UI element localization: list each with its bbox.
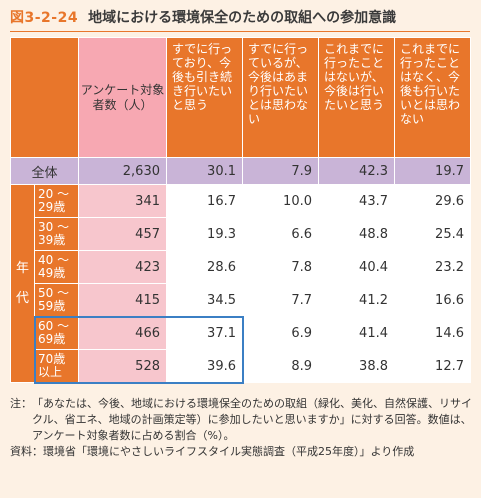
total-value: 19.7 <box>394 157 471 185</box>
figure-number: 図3-2-24 <box>10 10 79 26</box>
total-row: 全体 2,630 30.1 7.9 42.3 19.7 <box>10 157 471 185</box>
total-count: 2,630 <box>78 157 167 185</box>
table-cell: 16.7 <box>166 184 243 218</box>
source-text: 環境省「環境にやさしいライフスタイル実態調査（平成25年度）」より作成 <box>43 445 415 458</box>
table-cell: 6.9 <box>242 316 319 350</box>
table-cell: 48.8 <box>318 217 395 251</box>
table-cell: 25.4 <box>394 217 471 251</box>
table-cell: 19.3 <box>166 217 243 251</box>
table-cell: 41.2 <box>318 283 395 317</box>
respondent-count: 415 <box>78 283 167 317</box>
table-cell: 43.7 <box>318 184 395 218</box>
column-header-3: これまでに行ったことはないが、今後は行いたいと思う <box>318 37 395 158</box>
table-row: 50 ～ 59歳 415 34.5 7.7 41.2 16.6 <box>11 283 471 317</box>
age-label: 50 ～ 59歳 <box>34 283 79 317</box>
table-cell: 16.6 <box>394 283 471 317</box>
respondent-count: 341 <box>78 184 167 218</box>
note-text: 「あなたは、今後、地域における環境保全のための取組（緑化、美化、自然保護、リサイ… <box>32 397 472 442</box>
table-cell: 12.7 <box>394 349 471 383</box>
source: 資料： 環境省「環境にやさしいライフスタイル実態調査（平成25年度）」より作成 <box>10 444 472 460</box>
header-row: アンケート対象者数（人） すでに行っており、今後も引き続き行いたいと思う すでに… <box>10 37 471 158</box>
table-cell: 23.2 <box>394 250 471 284</box>
table-cell: 14.6 <box>394 316 471 350</box>
respondent-count: 423 <box>78 250 167 284</box>
table-row: 年 代 20 ～ 29歳 341 16.7 10.0 43.7 29.6 <box>10 184 471 383</box>
figure-title-bar: 図3-2-24 地域における環境保全のための取組への参加意識 <box>10 6 396 28</box>
age-label: 60 ～ 69歳 <box>34 316 79 350</box>
table-cell: 29.6 <box>394 184 471 218</box>
table-cell: 40.4 <box>318 250 395 284</box>
table-cell: 38.8 <box>318 349 395 383</box>
total-label: 全体 <box>10 157 79 185</box>
total-value: 30.1 <box>166 157 243 185</box>
title-rule <box>10 31 470 32</box>
count-header: アンケート対象者数（人） <box>78 37 167 158</box>
age-label: 20 ～ 29歳 <box>34 184 79 218</box>
note-head: 注： <box>10 397 32 410</box>
side-label-char: 年 <box>15 260 29 276</box>
table-cell: 10.0 <box>242 184 319 218</box>
table-cell: 39.6 <box>166 349 243 383</box>
total-value: 42.3 <box>318 157 395 185</box>
table-row: 40 ～ 49歳 423 28.6 7.8 40.4 23.2 <box>11 250 471 284</box>
survey-table: アンケート対象者数（人） すでに行っており、今後も引き続き行いたいと思う すでに… <box>10 37 471 383</box>
age-label: 40 ～ 49歳 <box>34 250 79 284</box>
table-cell: 41.4 <box>318 316 395 350</box>
source-head: 資料： <box>10 445 43 458</box>
column-header-2: すでに行っているが、今後はあまり行いたいとは思わない <box>242 37 319 158</box>
table-cell: 7.7 <box>242 283 319 317</box>
table-row: 60 ～ 69歳 466 37.1 6.9 41.4 14.6 <box>11 316 471 350</box>
table-cell: 37.1 <box>166 316 243 350</box>
side-label-char: 代 <box>15 290 29 306</box>
figure-title: 地域における環境保全のための取組への参加意識 <box>88 10 397 26</box>
column-header-1: すでに行っており、今後も引き続き行いたいと思う <box>166 37 243 158</box>
respondent-count: 528 <box>78 349 167 383</box>
age-label: 30 ～ 39歳 <box>34 217 79 251</box>
table-row: 70歳 以上 528 39.6 8.9 38.8 12.7 <box>11 349 471 383</box>
table-cell: 7.8 <box>242 250 319 284</box>
table-cell: 28.6 <box>166 250 243 284</box>
note: 注： 「あなたは、今後、地域における環境保全のための取組（緑化、美化、自然保護、… <box>10 396 472 444</box>
age-label: 70歳 以上 <box>34 349 79 383</box>
table-cell: 6.6 <box>242 217 319 251</box>
column-header-4: これまでに行ったことはなく、今後も行いたいとは思わない <box>394 37 471 158</box>
respondent-count: 466 <box>78 316 167 350</box>
header-corner <box>10 37 79 158</box>
table-cell: 8.9 <box>242 349 319 383</box>
respondent-count: 457 <box>78 217 167 251</box>
total-value: 7.9 <box>242 157 319 185</box>
table-cell: 34.5 <box>166 283 243 317</box>
age-group-side-label: 年 代 <box>10 184 35 383</box>
table-row: 30 ～ 39歳 457 19.3 6.6 48.8 25.4 <box>11 217 471 251</box>
notes-block: 注： 「あなたは、今後、地域における環境保全のための取組（緑化、美化、自然保護、… <box>10 396 472 460</box>
